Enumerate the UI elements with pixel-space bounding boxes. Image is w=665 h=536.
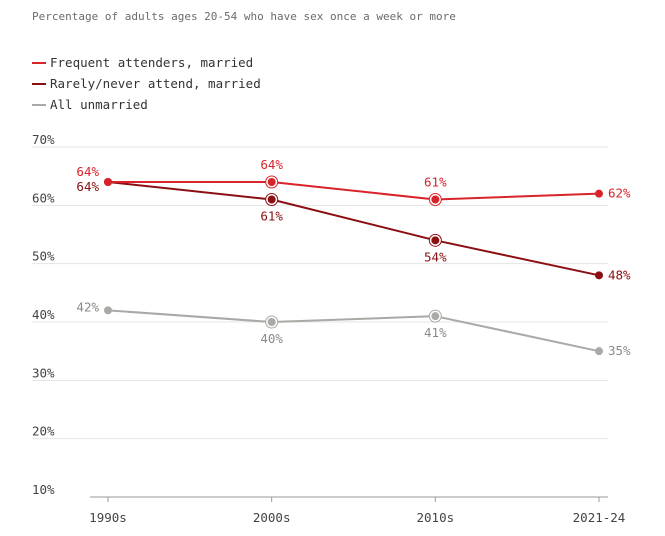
legend-swatch-rarely-never	[32, 82, 46, 85]
legend-label-rarely-never: Rarely/never attend, married	[50, 76, 261, 91]
legend-swatch-frequent-attenders	[32, 61, 46, 64]
y-tick-label: 50%	[32, 249, 55, 264]
data-point	[267, 195, 276, 204]
legend-label-all-unmarried: All unmarried	[50, 97, 148, 112]
series-line	[108, 181, 600, 201]
data-label: 35%	[608, 343, 631, 358]
series-line	[107, 309, 600, 353]
data-point	[104, 306, 112, 315]
data-label: 64%	[260, 157, 283, 172]
data-point	[595, 347, 603, 356]
x-tick-label: 1990s	[89, 510, 127, 525]
y-tick-label: 30%	[32, 365, 55, 380]
legend-label-frequent-attenders: Frequent attenders, married	[50, 55, 254, 70]
series-line	[107, 181, 600, 277]
data-label: 62%	[608, 186, 631, 201]
data-label: 61%	[260, 209, 283, 224]
data-label: 64%	[76, 164, 99, 179]
data-label: 48%	[608, 267, 631, 282]
legend-swatch-all-unmarried	[32, 103, 46, 106]
data-label: 61%	[424, 175, 447, 190]
y-tick-label: 70%	[32, 132, 55, 147]
data-label: 64%	[76, 179, 99, 194]
legend-item-all-unmarried: All unmarried	[32, 94, 261, 115]
y-tick-label: 20%	[32, 424, 55, 439]
legend-item-frequent-attenders: Frequent attenders, married	[32, 52, 261, 73]
x-tick-label: 2000s	[253, 510, 291, 525]
data-point	[431, 195, 440, 204]
legend: Frequent attenders, married Rarely/never…	[32, 52, 261, 115]
y-tick-label: 40%	[32, 307, 55, 322]
x-tick-label: 2010s	[417, 510, 455, 525]
chart-subtitle: Percentage of adults ages 20-54 who have…	[32, 10, 456, 23]
data-label: 42%	[76, 299, 99, 314]
y-tick-label: 10%	[32, 482, 55, 497]
legend-item-rarely-never: Rarely/never attend, married	[32, 73, 261, 94]
data-point	[104, 178, 112, 186]
data-point	[267, 318, 276, 326]
data-label: 40%	[260, 331, 283, 346]
y-tick-label: 60%	[32, 190, 55, 205]
data-point	[267, 178, 276, 186]
data-point	[431, 312, 440, 321]
data-point	[595, 271, 603, 280]
data-label: 54%	[424, 249, 447, 264]
data-label: 41%	[424, 325, 447, 340]
data-point	[431, 236, 440, 245]
data-point	[595, 189, 603, 198]
x-tick-label: 2021-24	[573, 510, 626, 525]
